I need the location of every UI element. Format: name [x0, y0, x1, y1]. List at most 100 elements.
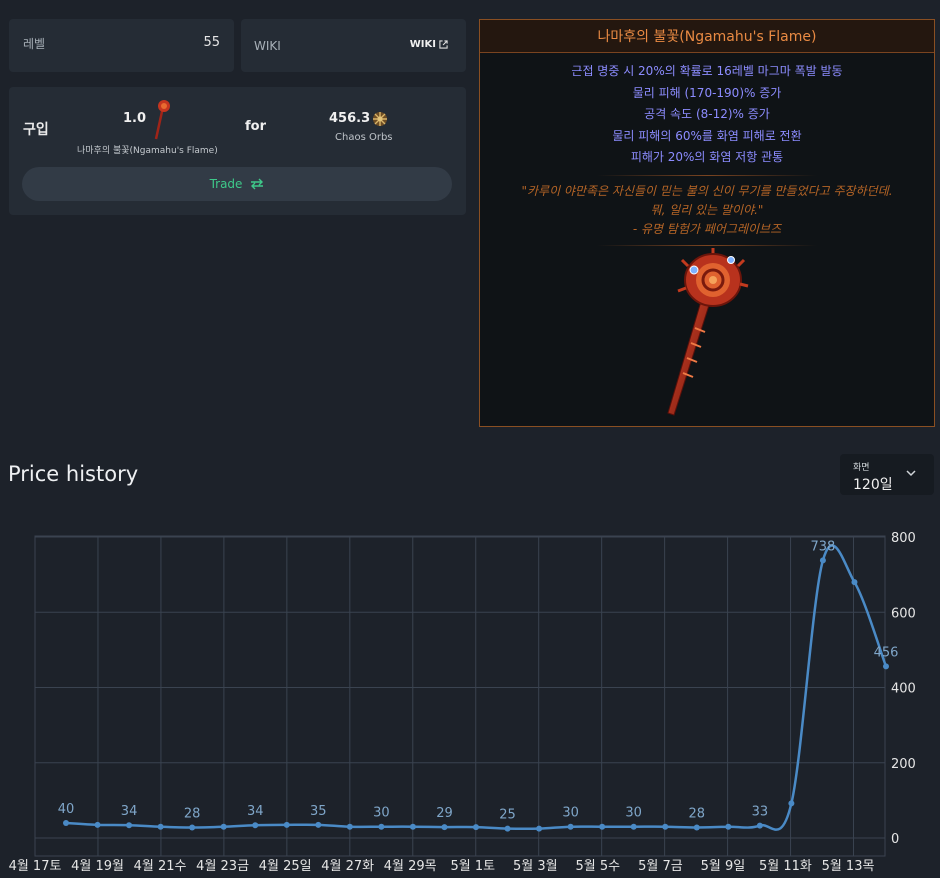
- separator: [597, 174, 817, 176]
- y-tick-label: 600: [891, 606, 916, 621]
- y-axis: 800 600 400 200 0: [891, 531, 916, 847]
- item-mod: 피해가 20%의 화염 저항 관통: [630, 150, 784, 164]
- x-tick-label: 4월 21수: [134, 859, 187, 874]
- item-name-small: 나마후의 불꽃(Ngamahu's Flame): [77, 146, 218, 156]
- chart-frame: [34, 535, 886, 857]
- data-label: 34: [121, 804, 138, 819]
- x-tick-label: 5월 7금: [638, 859, 683, 874]
- flavour-line: "카루이 야만족은 자신들이 믿는 불의 신이 무기를 만들었다고 주장하던데.: [521, 183, 893, 198]
- currency-name: Chaos Orbs: [335, 132, 393, 143]
- level-value: 55: [203, 35, 220, 50]
- data-point: [756, 822, 763, 829]
- data-point: [63, 819, 69, 826]
- price-value: 456.3: [329, 111, 371, 126]
- y-tick-label: 0: [891, 832, 899, 847]
- data-point: [378, 823, 385, 830]
- item-mods: 근접 명중 시 20%의 확률로 16레벨 마그마 폭발 발동 물리 피해 (1…: [480, 61, 934, 169]
- data-labels: 40 34 28 34 35 30 29 25 30 30 28 33 738 456: [58, 539, 899, 822]
- external-link-icon: [439, 40, 448, 49]
- range-value: 120일: [853, 477, 893, 493]
- item-mod: 물리 피해 (170-190)% 증가: [632, 85, 782, 100]
- data-point: [599, 823, 606, 830]
- y-tick-label: 800: [891, 531, 916, 546]
- trade-button-label: Trade: [209, 177, 243, 191]
- item-header: 나마후의 불꽃(Ngamahu's Flame): [480, 20, 934, 53]
- data-point: [630, 823, 637, 830]
- chart-grid: [34, 535, 886, 857]
- data-point: [504, 825, 511, 832]
- data-point: [883, 663, 889, 670]
- data-label: 738: [811, 539, 836, 554]
- chevron-down-icon: [906, 470, 916, 477]
- x-tick-label: 5월 5수: [576, 859, 621, 874]
- data-point: [126, 822, 133, 829]
- chaos-orb-icon: [373, 112, 387, 126]
- range-select[interactable]: 화면 120일: [840, 454, 934, 495]
- data-point: [851, 579, 858, 586]
- data-point: [693, 824, 700, 831]
- x-tick-label: 5월 1토: [450, 859, 495, 874]
- item-tooltip-panel: 나마후의 불꽃(Ngamahu's Flame) 근접 명중 시 20%의 확률…: [479, 19, 935, 427]
- data-label: 30: [562, 806, 579, 821]
- price-line: [65, 544, 888, 831]
- data-label: 25: [499, 808, 516, 823]
- flavour-line: - 유명 탐험가 페어그레이브즈: [632, 221, 782, 236]
- data-point: [189, 824, 196, 831]
- data-point: [346, 823, 353, 830]
- x-tick-label: 4월 17토: [9, 859, 62, 874]
- data-point: [409, 823, 416, 830]
- data-point: [473, 824, 479, 831]
- data-point: [220, 823, 227, 830]
- x-tick-label: 4월 25일: [259, 859, 312, 874]
- x-tick-label: 5월 9일: [701, 859, 746, 874]
- data-label: 33: [752, 805, 769, 820]
- price-history-title: Price history: [8, 462, 139, 486]
- item-image-icon: [667, 248, 749, 416]
- x-tick-label: 4월 23금: [196, 859, 249, 874]
- flavour-text: "카루이 야만족은 자신들이 믿는 불의 신이 무기를 만들었다고 주장하던데.…: [480, 182, 934, 239]
- data-point: [94, 821, 101, 828]
- data-label: 34: [247, 804, 264, 819]
- data-point: [283, 821, 290, 828]
- buy-card: 구입 1.0 나마후의 불꽃(Ngamahu's Flame) for 456.…: [9, 87, 466, 215]
- x-tick-label: 5월 11화: [759, 859, 812, 874]
- item-mod: 공격 속도 (8-12)% 증가: [644, 107, 770, 121]
- data-point: [536, 825, 543, 832]
- data-label: 28: [688, 806, 705, 821]
- data-point: [725, 823, 732, 830]
- wiki-card: WIKI WIKI: [241, 19, 466, 72]
- data-point: [788, 800, 795, 807]
- separator: [597, 244, 817, 246]
- swap-icon: [251, 178, 264, 190]
- x-tick-label: 4월 29목: [384, 859, 437, 874]
- data-point: [819, 557, 826, 564]
- for-label: for: [245, 119, 266, 134]
- item-mod: 물리 피해의 60%를 화염 피해로 전환: [612, 128, 802, 143]
- data-point: [315, 821, 322, 828]
- x-tick-label: 4월 19월: [71, 859, 124, 874]
- y-tick-label: 200: [891, 757, 916, 772]
- y-tick-label: 400: [891, 682, 916, 697]
- flavour-line: 뭐, 일리 있는 말이야.": [650, 202, 764, 217]
- data-label: 40: [58, 802, 75, 817]
- data-label: 29: [436, 806, 453, 821]
- item-name: 나마후의 불꽃(Ngamahu's Flame): [597, 29, 817, 45]
- level-card: 레벨 55: [9, 19, 234, 72]
- trade-button[interactable]: Trade: [22, 167, 452, 201]
- data-point: [662, 823, 669, 830]
- data-point: [567, 823, 574, 830]
- data-label: 28: [184, 806, 201, 821]
- range-label: 화면: [853, 463, 870, 473]
- data-label: 456: [874, 645, 899, 660]
- data-point: [441, 824, 448, 831]
- wiki-label: WIKI: [254, 39, 281, 53]
- buy-title: 구입: [23, 122, 49, 138]
- wiki-link[interactable]: WIKI: [410, 39, 448, 50]
- data-label: 30: [625, 806, 642, 821]
- data-point: [252, 822, 259, 829]
- x-tick-label: 4월 27화: [321, 859, 374, 874]
- item-mod: 근접 명중 시 20%의 확률로 16레벨 마그마 폭발 발동: [571, 64, 843, 78]
- x-axis: 4월 17토 4월 19월 4월 21수 4월 23금 4월 25일 4월 27화 4월 2…: [9, 859, 875, 874]
- level-label: 레벨: [23, 37, 46, 51]
